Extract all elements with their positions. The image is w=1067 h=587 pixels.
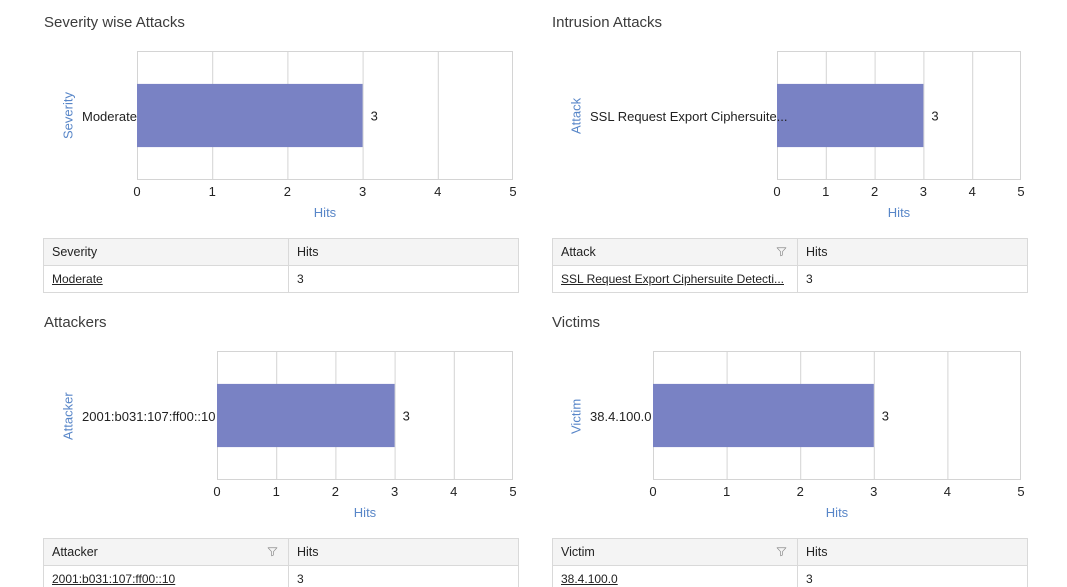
svg-text:2: 2: [871, 184, 878, 199]
svg-text:2: 2: [284, 184, 291, 199]
svg-text:0: 0: [649, 484, 656, 499]
svg-text:0: 0: [773, 184, 780, 199]
svg-text:1: 1: [209, 184, 216, 199]
svg-text:2: 2: [332, 484, 339, 499]
svg-text:1: 1: [273, 484, 280, 499]
svg-text:4: 4: [450, 484, 457, 499]
svg-text:3: 3: [403, 409, 410, 424]
svg-text:3: 3: [359, 184, 366, 199]
svg-text:5: 5: [1017, 484, 1024, 499]
svg-text:3: 3: [870, 484, 877, 499]
svg-text:1: 1: [822, 184, 829, 199]
svg-text:4: 4: [944, 484, 951, 499]
svg-text:0: 0: [213, 484, 220, 499]
svg-text:5: 5: [1017, 184, 1024, 199]
svg-text:4: 4: [969, 184, 976, 199]
svg-text:0: 0: [133, 184, 140, 199]
svg-text:1: 1: [723, 484, 730, 499]
svg-text:2: 2: [797, 484, 804, 499]
svg-text:3: 3: [882, 409, 889, 424]
svg-text:4: 4: [434, 184, 441, 199]
svg-text:3: 3: [931, 109, 938, 124]
svg-text:3: 3: [920, 184, 927, 199]
svg-text:3: 3: [391, 484, 398, 499]
svg-text:3: 3: [371, 109, 378, 124]
